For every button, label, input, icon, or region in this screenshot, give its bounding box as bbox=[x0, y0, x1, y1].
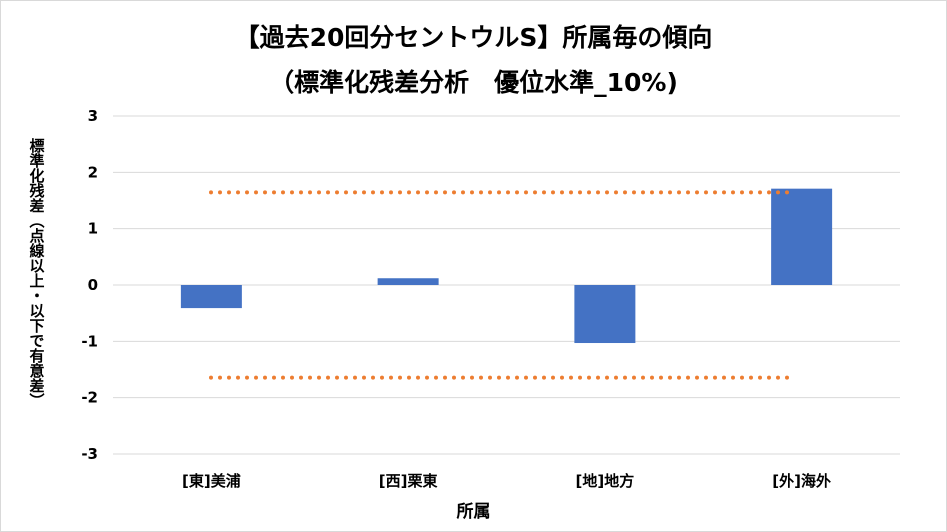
y-axis-label-note: （点線以上・以下で有意差） bbox=[27, 213, 46, 408]
y-tick-label: 3 bbox=[88, 107, 98, 125]
x-tick-label: [外]海外 bbox=[772, 472, 831, 490]
y-tick-label: -2 bbox=[81, 389, 98, 407]
x-tick-label: [東]美浦 bbox=[182, 472, 241, 490]
chart-title: 【過去20回分セントウルS】所属毎の傾向 bbox=[234, 23, 713, 52]
y-tick-label: 0 bbox=[88, 276, 98, 294]
y-axis-label: 標準化残差 （点線以上・以下で有意差） bbox=[2, 128, 70, 418]
x-axis-label: 所属 bbox=[456, 502, 491, 522]
bar bbox=[771, 188, 833, 285]
bar bbox=[180, 285, 242, 309]
x-tick-label: [地]地方 bbox=[576, 472, 635, 490]
bar bbox=[377, 278, 439, 285]
y-tick-label: 1 bbox=[88, 220, 98, 238]
y-tick-label: 2 bbox=[88, 163, 98, 181]
y-tick-label: -1 bbox=[81, 332, 98, 350]
chart-subtitle: （標準化残差分析 優位水準_10%) bbox=[269, 68, 678, 97]
bar bbox=[574, 285, 636, 344]
y-axis-label-main: 標準化残差 bbox=[27, 138, 46, 213]
y-tick-label: -3 bbox=[81, 445, 98, 463]
x-tick-label: [西]栗東 bbox=[379, 472, 438, 490]
